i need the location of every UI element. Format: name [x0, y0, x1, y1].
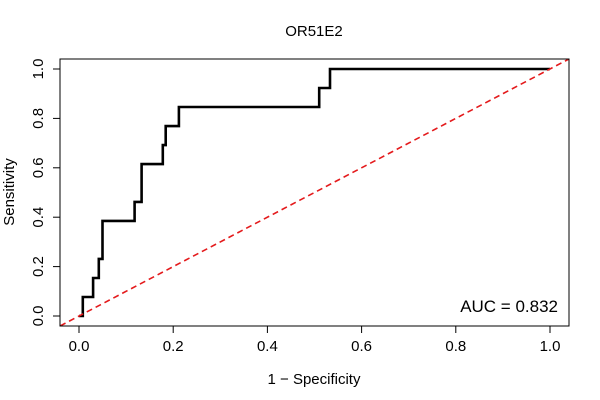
x-tick-label: 0.8 — [445, 338, 466, 355]
x-axis-label: 1 − Specificity — [268, 371, 361, 388]
y-tick-label: 0.2 — [30, 256, 47, 277]
x-tick-label: 0.0 — [69, 338, 90, 355]
chart-title: OR51E2 — [285, 23, 343, 40]
y-tick-label: 1.0 — [30, 59, 47, 80]
y-tick-label: 0.6 — [30, 157, 47, 178]
x-tick-label: 0.6 — [351, 338, 372, 355]
roc-curve-line — [79, 67, 550, 318]
y-tick-label: 0.8 — [30, 108, 47, 129]
x-tick-label: 0.4 — [257, 338, 278, 355]
chance-diagonal-line — [60, 59, 569, 326]
y-tick-label: 0.4 — [30, 207, 47, 228]
x-tick-label: 1.0 — [540, 338, 561, 355]
y-axis-label: Sensitivity — [1, 158, 18, 226]
auc-annotation: AUC = 0.832 — [460, 297, 558, 316]
x-axis: 0.0 0.2 0.4 0.6 0.8 1.0 — [69, 326, 561, 355]
x-tick-label: 0.2 — [163, 338, 184, 355]
series-layer — [60, 59, 569, 326]
plot-frame — [59, 58, 570, 327]
y-tick-label: 0.0 — [30, 306, 47, 327]
y-axis: 0.0 0.2 0.4 0.6 0.8 1.0 — [30, 59, 60, 327]
